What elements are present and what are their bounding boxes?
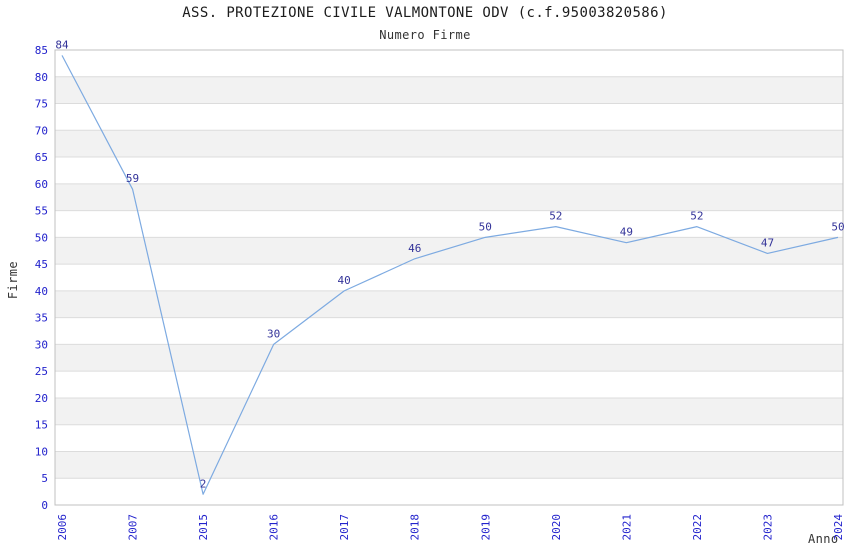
x-tick-label: 2017 [338, 514, 351, 541]
y-tick-label: 5 [41, 472, 48, 485]
y-tick-label: 60 [35, 178, 48, 191]
data-point-label: 30 [267, 327, 280, 340]
y-tick-label: 0 [41, 499, 48, 512]
x-tick-label: 2016 [268, 514, 281, 541]
data-point-label: 40 [338, 274, 351, 287]
y-tick-label: 55 [35, 205, 48, 218]
y-tick-label: 30 [35, 338, 48, 351]
x-tick-label: 2018 [409, 514, 422, 541]
x-tick-label: 2015 [197, 514, 210, 541]
x-tick-label: 2024 [832, 514, 845, 541]
y-tick-label: 85 [35, 44, 48, 57]
y-tick-label: 35 [35, 312, 48, 325]
y-tick-label: 25 [35, 365, 48, 378]
grid-band [55, 290, 843, 318]
data-point-label: 2 [200, 477, 207, 490]
x-tick-label: 2023 [761, 514, 774, 541]
data-point-label: 46 [408, 242, 421, 255]
y-tick-label: 70 [35, 124, 48, 137]
x-tick-label: 2007 [127, 514, 140, 541]
y-tick-label: 20 [35, 392, 48, 405]
grid-band [55, 237, 843, 265]
data-point-label: 52 [549, 210, 562, 223]
x-tick-label: 2006 [56, 514, 69, 541]
x-tick-label: 2021 [620, 514, 633, 541]
chart-subtitle: Numero Firme [379, 28, 471, 42]
x-axis-title: Anno [808, 532, 839, 546]
chart-title: ASS. PROTEZIONE CIVILE VALMONTONE ODV (c… [182, 5, 668, 21]
y-tick-label: 15 [35, 419, 48, 432]
data-point-label: 50 [831, 220, 844, 233]
y-tick-label: 75 [35, 98, 48, 111]
grid-band [55, 130, 843, 158]
data-point-label: 59 [126, 172, 139, 185]
grid-band [55, 183, 843, 211]
grid-band [55, 451, 843, 479]
plot-frame [54, 49, 844, 506]
data-point-label: 49 [620, 226, 633, 239]
y-tick-label: 80 [35, 71, 48, 84]
x-tick-label: 2019 [479, 514, 492, 541]
data-point-label: 50 [479, 220, 492, 233]
y-tick-label: 45 [35, 258, 48, 271]
data-point-label: 47 [761, 236, 774, 249]
y-tick-label: 10 [35, 445, 48, 458]
grid-band [55, 397, 843, 425]
x-tick-label: 2022 [691, 514, 704, 541]
grid-band [55, 76, 843, 104]
data-point-label: 52 [690, 210, 703, 223]
x-tick-label: 2020 [550, 514, 563, 541]
grid-band [55, 344, 843, 372]
y-tick-label: 50 [35, 231, 48, 244]
data-point-label: 84 [55, 38, 69, 51]
series-line [61, 55, 839, 495]
y-tick-label: 65 [35, 151, 48, 164]
y-tick-label: 40 [35, 285, 48, 298]
